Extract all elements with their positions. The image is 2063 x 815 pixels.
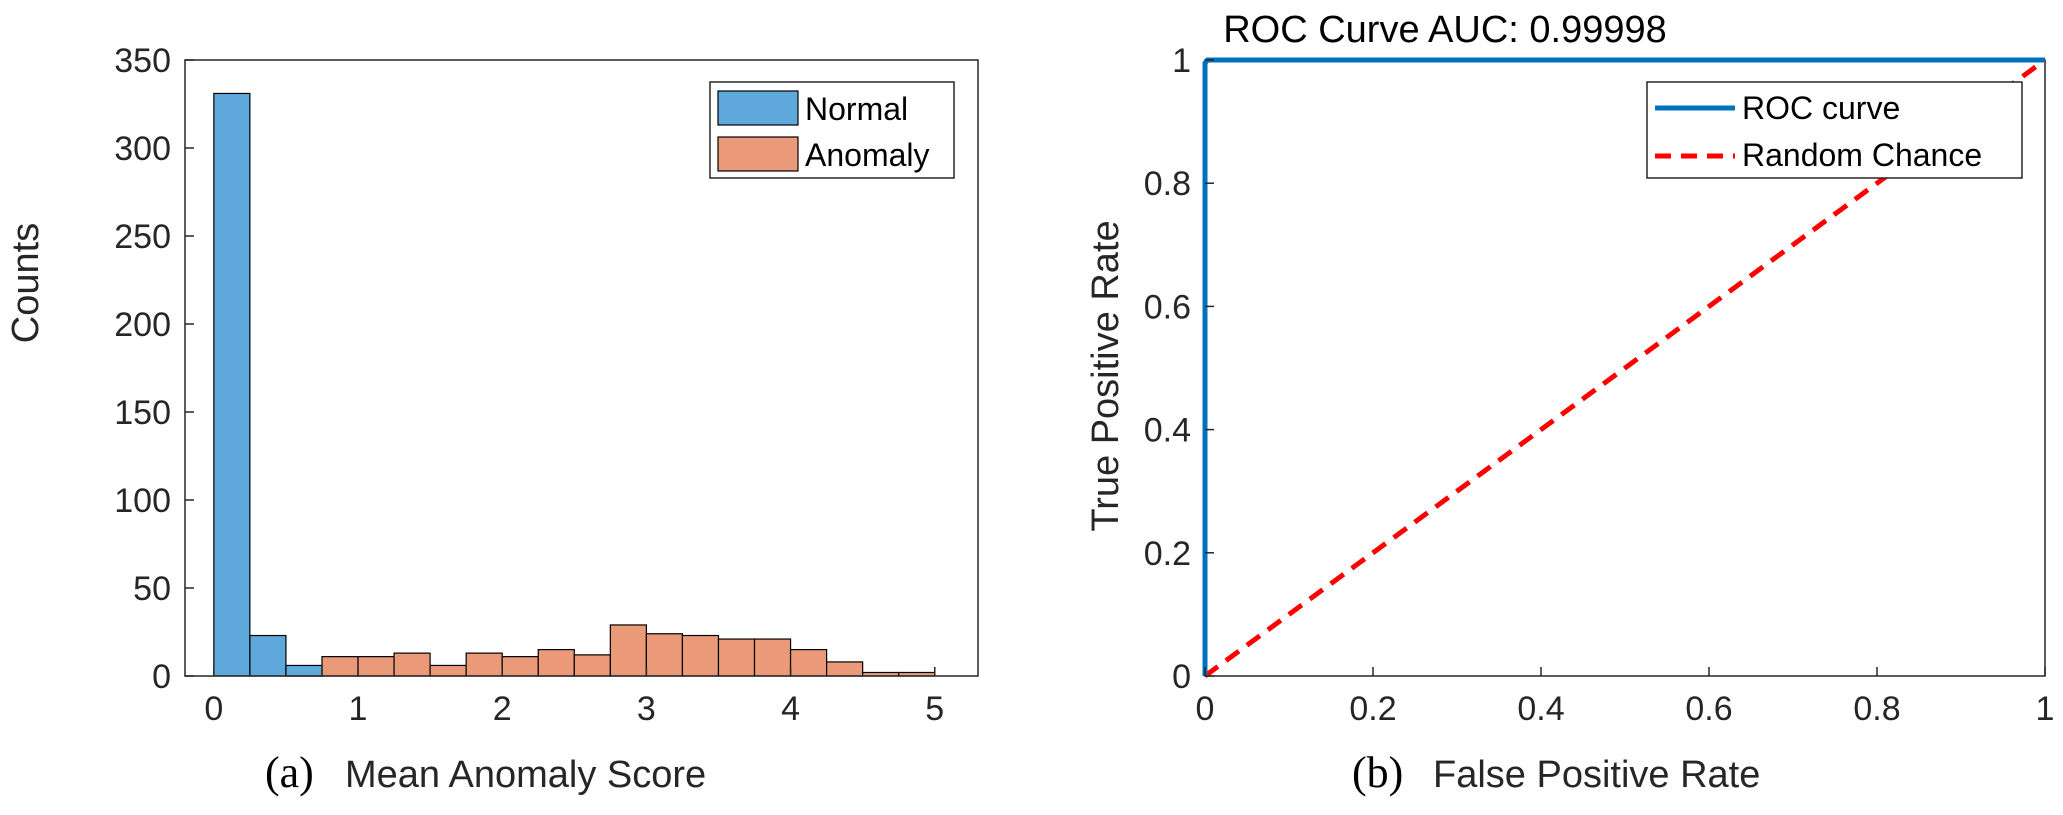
roc-y-tick-label: 0.6 (1144, 288, 1191, 326)
histogram-y-tick-label: 150 (114, 394, 171, 432)
histogram-bar-anomaly (717, 638, 756, 677)
legend-swatch-normal (717, 90, 799, 126)
histogram-legend: Normal Anomaly (709, 81, 955, 179)
histogram-bar-anomaly (357, 656, 395, 677)
roc-y-tick-label: 0.8 (1144, 165, 1191, 203)
histogram-bar-anomaly (573, 654, 611, 677)
roc-title: ROC Curve AUC: 0.99998 (1223, 9, 1667, 51)
roc-y-tick-label: 0.2 (1144, 535, 1191, 573)
legend-swatch-anomaly (717, 136, 799, 172)
histogram-x-label: Mean Anomaly Score (345, 754, 706, 796)
histogram-bar-anomaly (789, 648, 828, 677)
roc-x-tick-label: 0.6 (1685, 690, 1732, 728)
roc-x-tick-label: 0.2 (1349, 690, 1396, 728)
histogram-bar-anomaly (393, 652, 431, 677)
roc-series-roc-curve (1202, 57, 2045, 676)
roc-y-tick-label: 0 (1172, 658, 1191, 696)
roc-y-ticks: 0 0.2 0.4 0.6 0.8 1 (1144, 42, 1214, 696)
histogram-y-ticks: 0 50 100 150 200 250 300 350 (114, 42, 194, 696)
histogram-x-ticks: 0 1 2 3 4 5 (204, 667, 944, 728)
histogram-y-tick-label: 50 (133, 570, 171, 608)
histogram-x-tick-label: 1 (349, 690, 368, 728)
histogram-bar-anomaly (645, 633, 684, 677)
histogram-y-tick-label: 250 (114, 218, 171, 256)
histogram-bar-anomaly (681, 634, 720, 677)
histogram-bar-anomaly (501, 656, 539, 677)
histogram-bar-anomaly (321, 656, 359, 677)
roc-x-tick-label: 0.8 (1853, 690, 1900, 728)
legend-label-normal: Normal (805, 91, 908, 127)
histogram-y-tick-label: 200 (114, 306, 171, 344)
histogram-x-tick-label: 3 (637, 690, 656, 728)
histogram-bars (213, 92, 936, 677)
histogram-bar-anomaly (753, 638, 792, 677)
histogram-x-tick-label: 0 (204, 690, 223, 728)
roc-x-label: False Positive Rate (1433, 754, 1760, 796)
histogram-bar-normal (213, 92, 251, 677)
roc-y-label: True Positive Rate (1085, 220, 1127, 531)
roc-caption-tag: (b) (1352, 748, 1403, 797)
histogram-bar-normal (285, 664, 323, 677)
roc-y-tick-label: 1 (1172, 42, 1191, 80)
roc-x-tick-label: 0 (1196, 690, 1215, 728)
histogram-y-label: Counts (5, 223, 47, 343)
histogram-bar-anomaly (537, 648, 575, 677)
histogram-y-tick-label: 300 (114, 130, 171, 168)
histogram-y-tick-label: 350 (114, 42, 171, 80)
roc-x-tick-label: 1 (2036, 690, 2055, 728)
legend-label-random-chance: Random Chance (1742, 137, 1982, 173)
roc-x-ticks: 0 0.2 0.4 0.6 0.8 1 (1196, 667, 2055, 728)
legend-label-roc-curve: ROC curve (1742, 90, 1900, 126)
histogram-y-tick-label: 0 (152, 658, 171, 696)
legend-label-anomaly: Anomaly (805, 137, 930, 173)
histogram-x-tick-label: 5 (925, 690, 944, 728)
roc-x-tick-label: 0.4 (1517, 690, 1564, 728)
histogram-bar-anomaly (609, 624, 647, 677)
roc-y-tick-label: 0.4 (1144, 412, 1191, 450)
roc-legend-box (1646, 81, 2023, 179)
roc-panel: ROC Curve AUC: 0.99998 0 0.2 0.4 0.6 0.8 1 00… (1085, 9, 2054, 797)
histogram-axes-box (184, 59, 979, 677)
histogram-bar-normal (249, 634, 287, 677)
roc-legend: ROC curve Random Chance (1646, 81, 2023, 179)
histogram-y-tick-label: 100 (114, 482, 171, 520)
histogram-caption-tag: (a) (265, 748, 314, 797)
histogram-x-tick-label: 4 (781, 690, 800, 728)
histogram-bar-anomaly (429, 664, 467, 677)
histogram-bar-anomaly (826, 661, 864, 677)
histogram-bar-anomaly (465, 652, 503, 677)
histogram-x-tick-label: 2 (493, 690, 512, 728)
